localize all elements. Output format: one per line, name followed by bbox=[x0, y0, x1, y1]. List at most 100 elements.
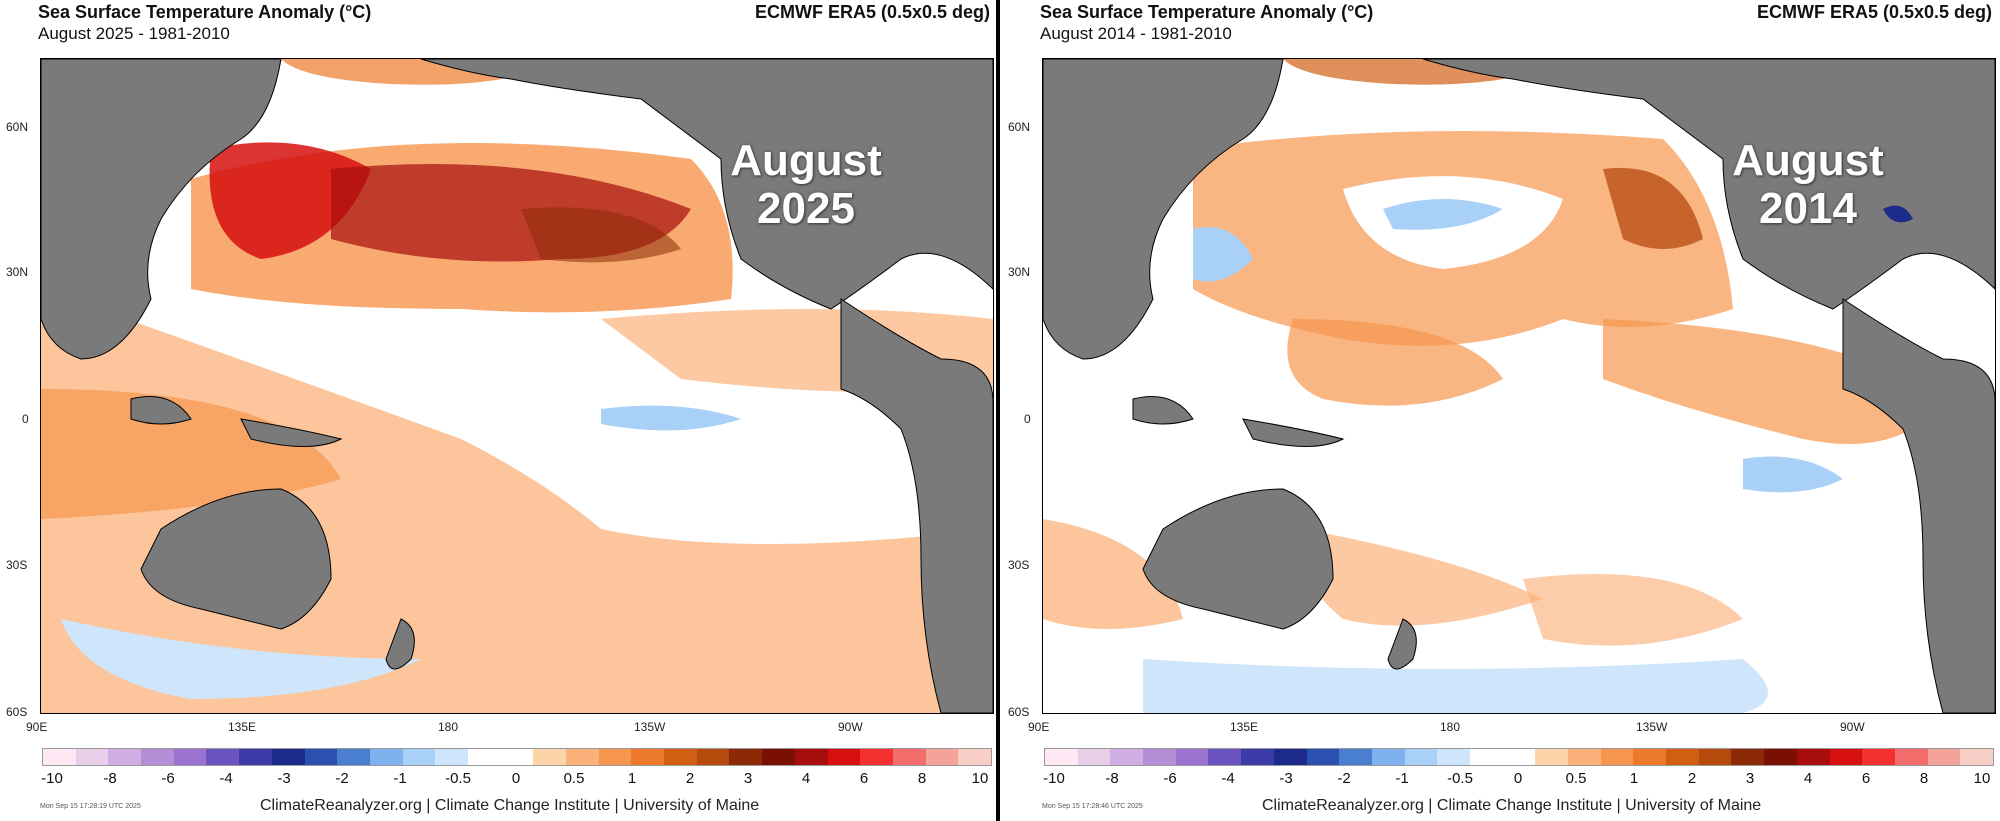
map-canvas bbox=[41, 59, 993, 713]
colorbar-swatch bbox=[794, 749, 828, 765]
colorbar-tick-label: 6 bbox=[1861, 770, 1871, 787]
map-overlay-label: August 2014 bbox=[1723, 137, 1893, 233]
lon-label-90e: 90E bbox=[26, 720, 48, 734]
colorbar-swatch bbox=[762, 749, 795, 765]
colorbar-swatch bbox=[500, 749, 534, 765]
colorbar-swatch bbox=[1796, 749, 1830, 765]
colorbar-tick-label: 0.5 bbox=[1565, 770, 1587, 787]
colorbar-swatch bbox=[1143, 749, 1176, 765]
colorbar-swatch bbox=[369, 749, 403, 765]
colorbar-tick-label: 10 bbox=[1973, 770, 1991, 787]
lon-label-90e: 90E bbox=[1028, 720, 1050, 734]
colorbar-swatch bbox=[75, 749, 109, 765]
lat-label-30s: 30S bbox=[6, 558, 28, 572]
colorbar-tick-label: -2 bbox=[1337, 770, 1351, 787]
colorbar-tick-label: 8 bbox=[1919, 770, 1929, 787]
render-timestamp: Mon Sep 15 17:28:46 UTC 2025 bbox=[1042, 803, 1143, 810]
colorbar-swatch bbox=[1469, 749, 1503, 765]
colorbar-swatch bbox=[1273, 749, 1307, 765]
lat-label-60s: 60S bbox=[6, 705, 28, 719]
lat-label-0: 0 bbox=[22, 412, 29, 426]
colorbar-swatch bbox=[892, 749, 926, 765]
lon-label-135e: 135E bbox=[228, 720, 257, 734]
colorbar-swatch bbox=[402, 749, 436, 765]
colorbar-swatch bbox=[1404, 749, 1438, 765]
lon-label-180: 180 bbox=[1440, 720, 1461, 734]
colorbar-swatch bbox=[1894, 749, 1928, 765]
colorbar-tick-label: 1 bbox=[627, 770, 637, 787]
colorbar-tick-label: 2 bbox=[685, 770, 695, 787]
colorbar-swatch bbox=[1437, 749, 1470, 765]
colorbar-tick-label: -10 bbox=[1043, 770, 1065, 787]
colorbar-swatch bbox=[664, 749, 697, 765]
panel-august-2025: Sea Surface Temperature Anomaly (°C) Aug… bbox=[0, 0, 996, 821]
lat-label-60n: 60N bbox=[1008, 120, 1031, 134]
panel-divider bbox=[996, 0, 1000, 821]
colorbar-swatch bbox=[1862, 749, 1895, 765]
colorbar-swatch bbox=[1666, 749, 1699, 765]
colorbar-swatch bbox=[173, 749, 207, 765]
credit-footer: ClimateReanalyzer.org | Climate Change I… bbox=[1262, 797, 1762, 814]
colorbar-swatch bbox=[1960, 749, 1993, 765]
lon-label-90w: 90W bbox=[1840, 720, 1865, 734]
colorbar-swatch bbox=[239, 749, 272, 765]
render-timestamp: Mon Sep 15 17:28:19 UTC 2025 bbox=[40, 803, 141, 810]
colorbar-tick-label: 4 bbox=[1803, 770, 1813, 787]
overlay-month: August bbox=[730, 136, 882, 185]
colorbar-swatch bbox=[533, 749, 566, 765]
map-title: Sea Surface Temperature Anomaly (°C) bbox=[38, 2, 372, 22]
colorbar-tick-label: 1 bbox=[1629, 770, 1639, 787]
map-canvas bbox=[1043, 59, 1995, 713]
colorbar bbox=[42, 748, 992, 766]
colorbar-swatch bbox=[1175, 749, 1209, 765]
colorbar-swatch bbox=[43, 749, 76, 765]
lat-label-60s: 60S bbox=[1008, 705, 1030, 719]
colorbar-swatch bbox=[1568, 749, 1601, 765]
colorbar-swatch bbox=[925, 749, 959, 765]
colorbar-tick-label: -3 bbox=[277, 770, 291, 787]
colorbar-swatch bbox=[827, 749, 861, 765]
colorbar-swatch bbox=[1045, 749, 1078, 765]
colorbar-tick-label: -2 bbox=[335, 770, 349, 787]
colorbar-swatch bbox=[1339, 749, 1372, 765]
colorbar-tick-label: -10 bbox=[41, 770, 63, 787]
colorbar-swatch bbox=[1698, 749, 1732, 765]
colorbar-ticks: -10 -8 -6 -4 -3 -2 -1 -0.5 0 0.5 1 2 3 4 6 8 10 bbox=[1043, 770, 1992, 788]
lat-label-60n: 60N bbox=[6, 120, 29, 134]
colorbar-tick-label: -0.5 bbox=[1447, 770, 1473, 787]
colorbar-swatch bbox=[206, 749, 240, 765]
colorbar-swatch bbox=[1600, 749, 1634, 765]
colorbar-tick-label: 8 bbox=[917, 770, 927, 787]
map-subtitle: August 2014 - 1981-2010 bbox=[1040, 24, 1232, 43]
colorbar-tick-label: 3 bbox=[743, 770, 753, 787]
colorbar-tick-label: 2 bbox=[1687, 770, 1697, 787]
lat-label-30s: 30S bbox=[1008, 558, 1030, 572]
lat-label-30n: 30N bbox=[1008, 265, 1031, 279]
colorbar-swatch bbox=[467, 749, 501, 765]
overlay-year: 2014 bbox=[1759, 184, 1857, 233]
colorbar-swatch bbox=[1633, 749, 1667, 765]
colorbar-swatch bbox=[304, 749, 338, 765]
map-subtitle: August 2025 - 1981-2010 bbox=[38, 24, 230, 43]
colorbar-tick-label: -4 bbox=[1221, 770, 1235, 787]
colorbar-tick-label: 0 bbox=[1513, 770, 1523, 787]
dataset-label: ECMWF ERA5 (0.5x0.5 deg) bbox=[1756, 2, 1992, 22]
colorbar-swatch bbox=[1241, 749, 1274, 765]
colorbar-tick-label: 3 bbox=[1745, 770, 1755, 787]
colorbar-tick-label: 6 bbox=[859, 770, 869, 787]
colorbar-swatch bbox=[1731, 749, 1765, 765]
dataset-label: ECMWF ERA5 (0.5x0.5 deg) bbox=[754, 2, 990, 22]
colorbar-tick-label: 0.5 bbox=[563, 770, 585, 787]
colorbar-swatch bbox=[1077, 749, 1111, 765]
colorbar-tick-label: -3 bbox=[1279, 770, 1293, 787]
colorbar-swatch bbox=[1829, 749, 1863, 765]
colorbar-swatch bbox=[1208, 749, 1242, 765]
sst-anomaly-map: August 2014 bbox=[1042, 58, 1996, 714]
lon-label-90w: 90W bbox=[838, 720, 863, 734]
colorbar-swatch bbox=[631, 749, 665, 765]
colorbar-swatch bbox=[958, 749, 991, 765]
sst-anomaly-map: August 2025 bbox=[40, 58, 994, 714]
colorbar-swatch bbox=[1371, 749, 1405, 765]
colorbar-swatch bbox=[860, 749, 893, 765]
credit-footer: ClimateReanalyzer.org | Climate Change I… bbox=[260, 797, 760, 814]
